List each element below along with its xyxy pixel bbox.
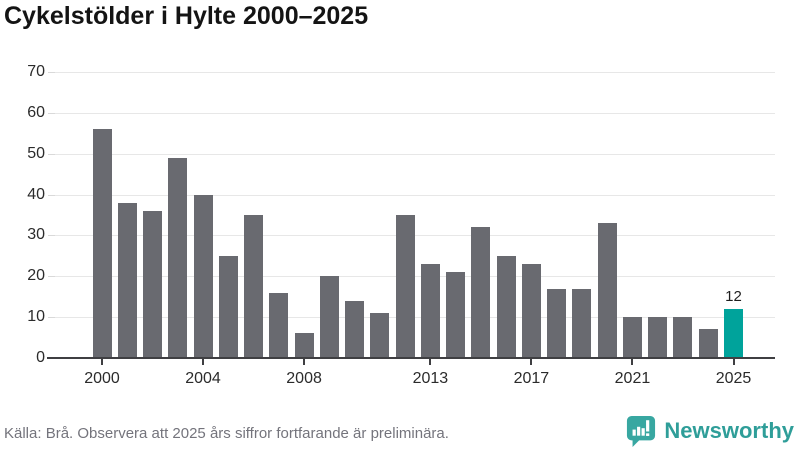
bar-2022 — [648, 317, 668, 358]
bar-2010 — [345, 300, 365, 358]
x-axis-label-2000: 2000 — [84, 370, 120, 387]
bar-2024 — [698, 329, 718, 358]
source-note: Källa: Brå. Observera att 2025 års siffr… — [4, 425, 449, 442]
bar-2016 — [496, 255, 516, 358]
bar-2005 — [218, 255, 238, 358]
y-axis-tick-30 — [48, 235, 55, 237]
y-axis-tick-40 — [48, 194, 55, 196]
bar-2020 — [597, 223, 617, 358]
bar-2007 — [269, 292, 289, 358]
bar-2001 — [117, 202, 137, 358]
x-axis-tick-2000 — [101, 359, 103, 365]
x-axis-tick-2021 — [631, 359, 634, 365]
y-axis-label-0: 0 — [36, 349, 45, 366]
bar-2003 — [168, 157, 188, 358]
bar-2018 — [547, 288, 567, 358]
y-axis-tick-10 — [48, 317, 55, 319]
y-axis-label-30: 30 — [27, 226, 45, 244]
gridline-y-20 — [55, 276, 775, 278]
y-axis-tick-70 — [48, 72, 55, 73]
gridline-y-30 — [55, 235, 775, 237]
bar-2023 — [673, 317, 693, 358]
x-axis-label-2021: 2021 — [614, 370, 651, 387]
bar-2019 — [572, 288, 592, 358]
x-axis-line — [47, 357, 775, 359]
x-axis-label-2013: 2013 — [412, 370, 449, 387]
bar-2013 — [420, 264, 440, 358]
gridline-y-10 — [55, 317, 775, 319]
x-axis-tick-2017 — [530, 359, 533, 365]
chart-title: Cykelstölder i Hylte 2000–2025 — [4, 2, 369, 30]
y-axis-label-20: 20 — [27, 267, 45, 285]
x-axis-label-2004: 2004 — [185, 370, 221, 387]
brand-name: Newsworthy — [664, 418, 794, 443]
y-axis-label-50: 50 — [27, 144, 45, 162]
bar-2021 — [622, 317, 642, 358]
bar-2009 — [319, 276, 339, 358]
bar-2008 — [294, 333, 314, 358]
bar-2006 — [244, 215, 264, 358]
bar-2014 — [446, 272, 466, 358]
x-axis-tick-2025 — [732, 359, 735, 365]
gridline-y-40 — [55, 194, 775, 196]
gridline-y-50 — [55, 153, 775, 155]
x-axis-tick-2008 — [303, 359, 306, 365]
gridline-y-70 — [55, 72, 775, 73]
y-axis-label-60: 60 — [27, 103, 45, 121]
x-axis-tick-2004 — [202, 359, 205, 365]
newsworthy-brand: Newsworthy — [626, 415, 794, 447]
y-axis-label-10: 10 — [27, 308, 45, 326]
footer: Källa: Brå. Observera att 2025 års siffr… — [0, 410, 800, 450]
bar-2012 — [395, 215, 415, 358]
bar-2011 — [370, 313, 390, 358]
y-axis-tick-50 — [48, 153, 55, 155]
y-axis-label-40: 40 — [27, 185, 45, 203]
highlight-value-label: 12 — [725, 287, 742, 305]
bar-2015 — [471, 227, 491, 358]
y-axis-label-70: 70 — [27, 63, 45, 80]
bar-2017 — [521, 264, 541, 358]
x-axis-tick-2013 — [429, 359, 432, 365]
x-axis-label-2017: 2017 — [513, 370, 550, 387]
newsworthy-logo-icon — [627, 416, 656, 447]
bar-2025 — [724, 308, 743, 358]
gridline-y-60 — [55, 112, 775, 114]
bar-2000 — [92, 129, 112, 358]
bar-2002 — [143, 210, 163, 358]
bar-2004 — [193, 194, 213, 358]
y-axis-tick-20 — [48, 276, 55, 278]
x-axis-label-2008: 2008 — [286, 370, 322, 387]
y-axis-tick-60 — [48, 112, 55, 114]
x-axis-label-2025: 2025 — [715, 370, 752, 387]
